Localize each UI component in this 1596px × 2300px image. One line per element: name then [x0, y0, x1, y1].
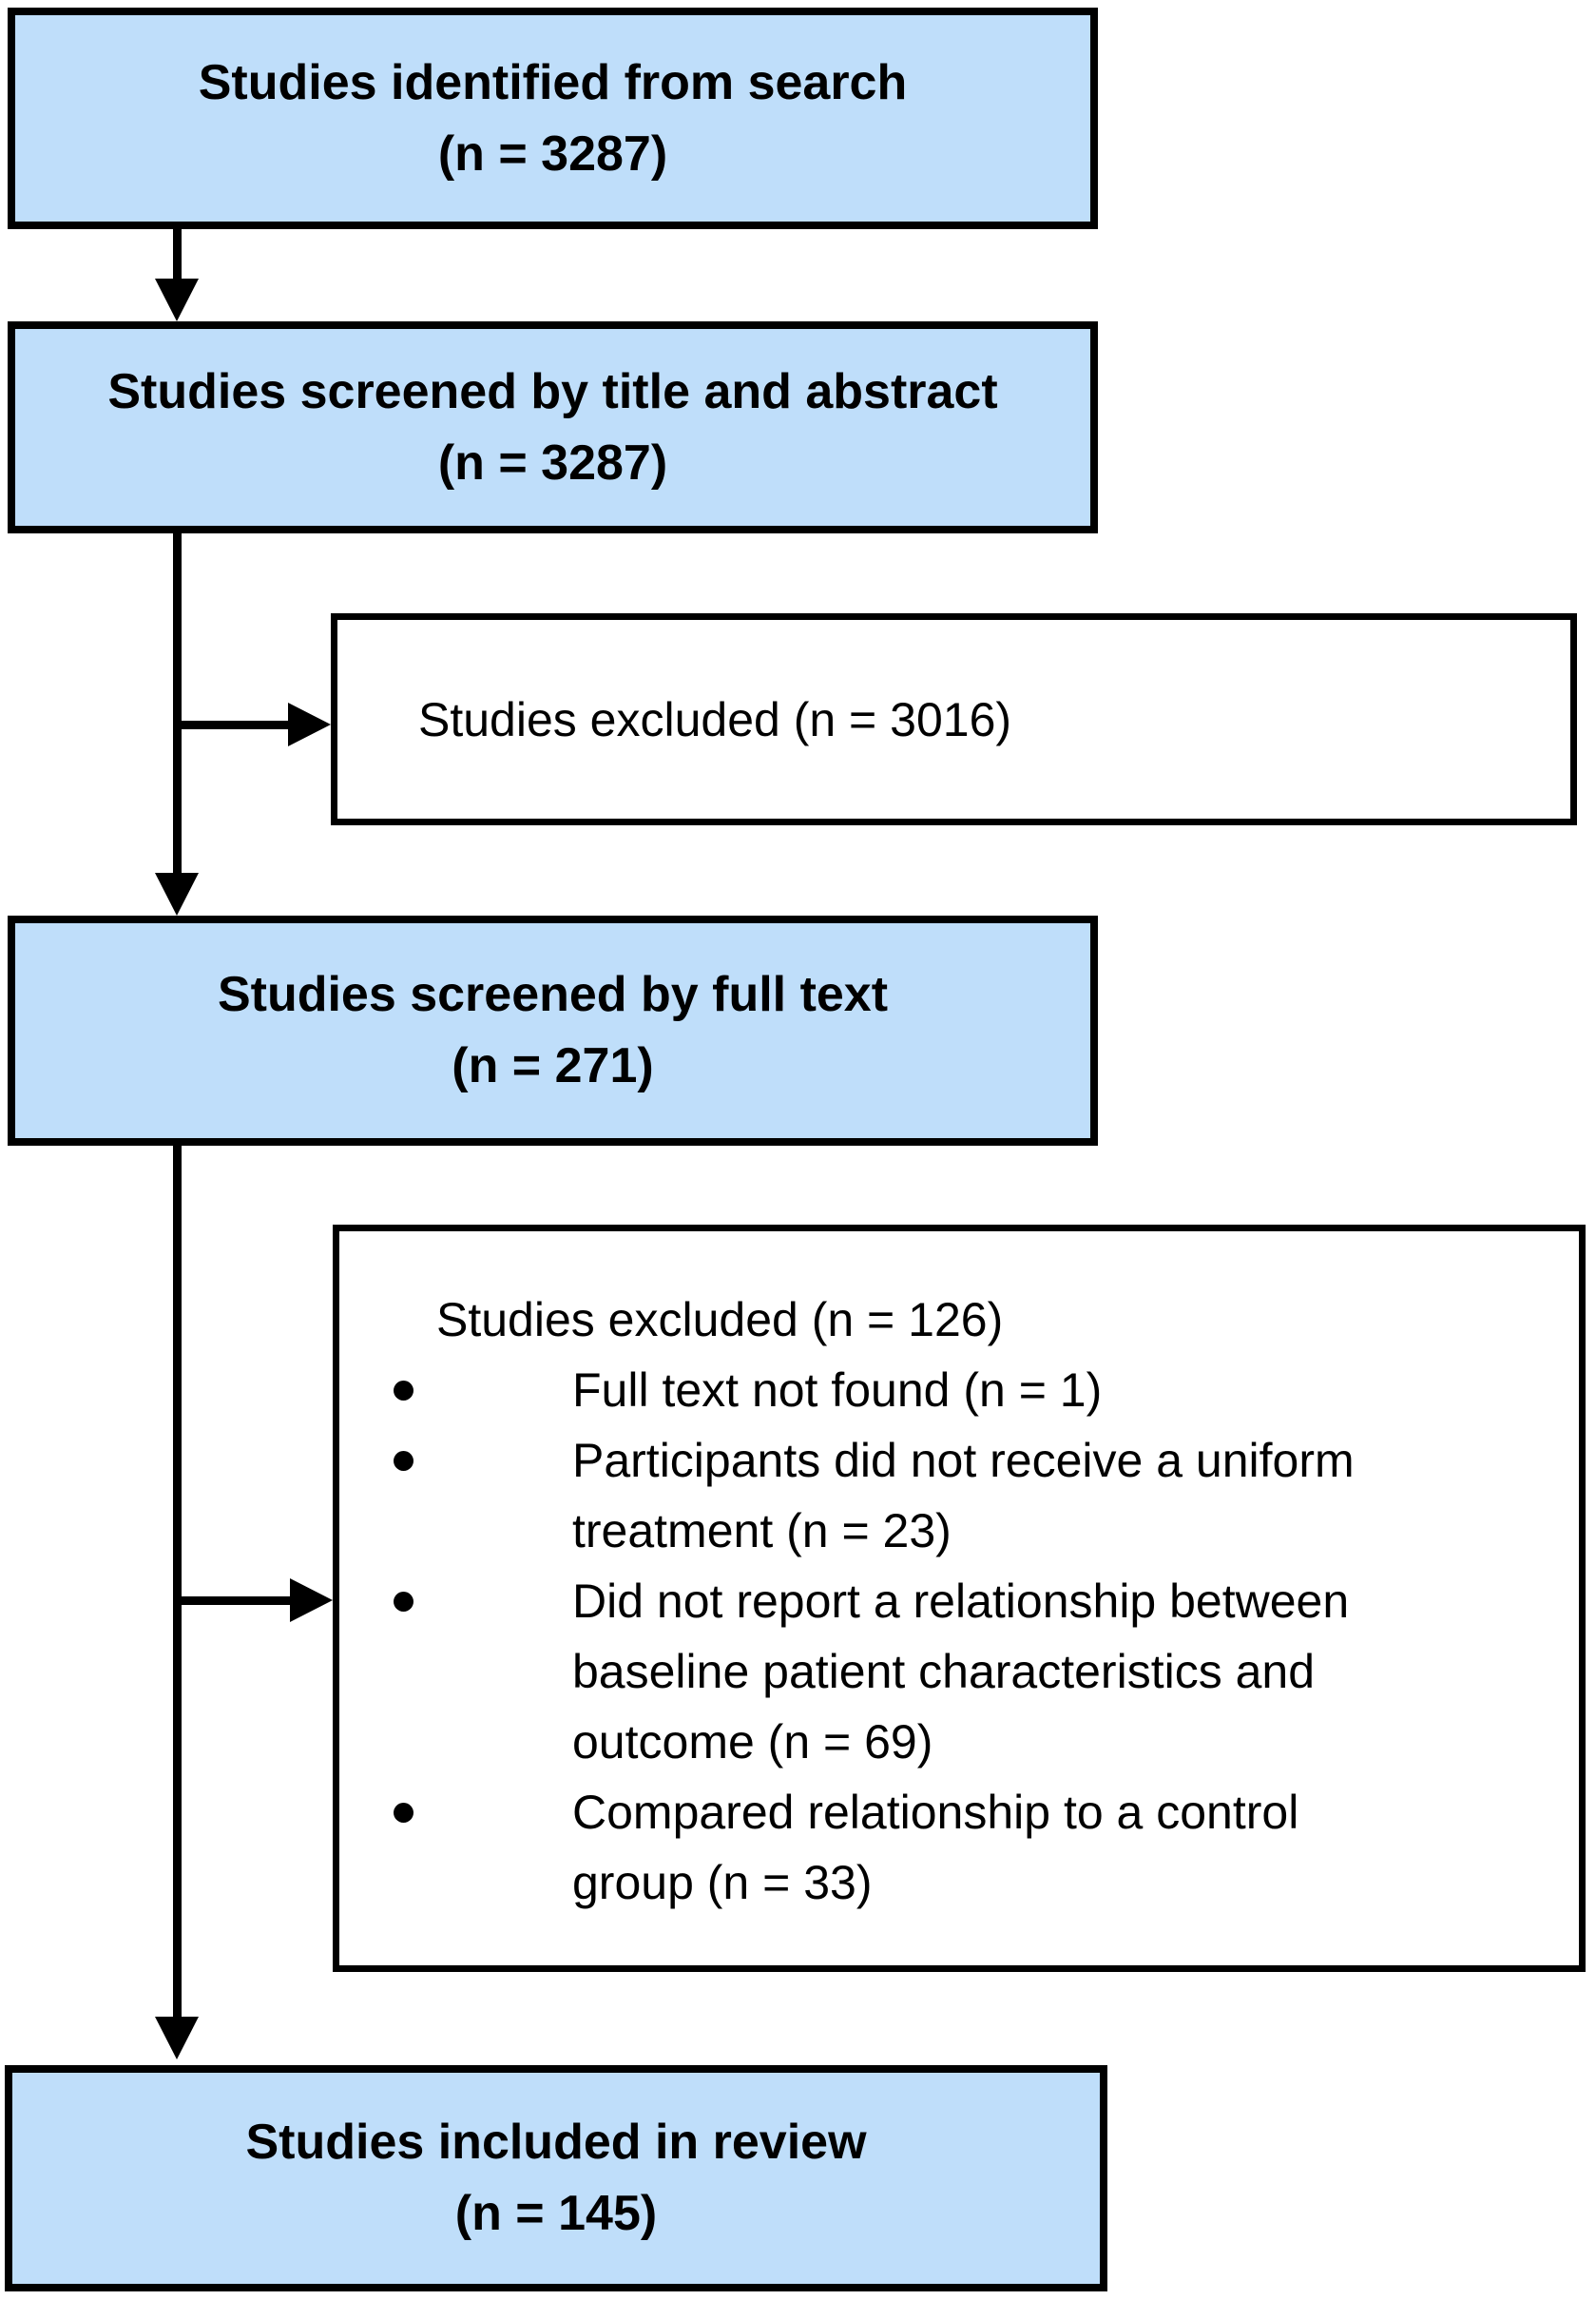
- connector-line-fulltext-to-included: [173, 1143, 182, 2019]
- box-studies-identified: Studies identified from search (n = 3287…: [8, 8, 1098, 229]
- box-screened-full-text: Studies screened by full text (n = 271): [8, 916, 1098, 1146]
- reason-line: Compared relationship to a control: [572, 1786, 1299, 1839]
- connector-line-identified-to-screened: [173, 228, 182, 281]
- arrowhead-right-icon: [288, 703, 331, 746]
- connector-line-to-excluded-screening: [177, 721, 291, 729]
- reason-line: Participants did not receive a uniform: [572, 1434, 1355, 1487]
- reason-line: baseline patient characteristics and: [572, 1645, 1316, 1698]
- list-item: Compared relationship to a control group…: [394, 1777, 1579, 1918]
- list-item: Full text not found (n = 1): [394, 1355, 1579, 1425]
- arrowhead-down-icon: [155, 2017, 199, 2059]
- box-count: (n = 145): [454, 2186, 658, 2241]
- arrowhead-down-icon: [155, 279, 199, 321]
- box-count: (n = 3287): [437, 126, 668, 182]
- box-label: Studies excluded (n = 3016): [418, 692, 1012, 746]
- exclusion-heading: Studies excluded (n = 126): [436, 1293, 1004, 1346]
- connector-line-screened-to-fulltext: [173, 531, 182, 875]
- arrowhead-right-icon: [290, 1578, 333, 1622]
- box-title: Studies identified from search: [198, 54, 908, 110]
- reason-line: outcome (n = 69): [572, 1715, 933, 1768]
- box-excluded-screening: Studies excluded (n = 3016): [331, 613, 1577, 825]
- box-title: Studies screened by title and abstract: [107, 363, 998, 419]
- box-count: (n = 3287): [437, 435, 668, 491]
- list-item: Participants did not receive a uniform t…: [394, 1425, 1579, 1566]
- reason-line: group (n = 33): [572, 1856, 873, 1909]
- box-title: Studies included in review: [245, 2115, 867, 2170]
- reason-line: Full text not found (n = 1): [572, 1363, 1103, 1417]
- reason-line: treatment (n = 23): [572, 1504, 952, 1557]
- box-excluded-full-text: Studies excluded (n = 126) Full text not…: [333, 1225, 1586, 1972]
- box-screened-title-abstract: Studies screened by title and abstract (…: [8, 321, 1098, 533]
- exclusion-reason-list: Full text not found (n = 1) Participants…: [339, 1355, 1579, 1918]
- arrowhead-down-icon: [155, 873, 199, 916]
- reason-line: Did not report a relationship between: [572, 1575, 1350, 1628]
- connector-line-to-excluded-fulltext: [177, 1596, 292, 1605]
- box-studies-included: Studies included in review (n = 145): [5, 2065, 1107, 2291]
- box-count: (n = 271): [452, 1038, 654, 1093]
- list-item: Did not report a relationship between ba…: [394, 1566, 1579, 1777]
- box-title: Studies screened by full text: [217, 967, 889, 1022]
